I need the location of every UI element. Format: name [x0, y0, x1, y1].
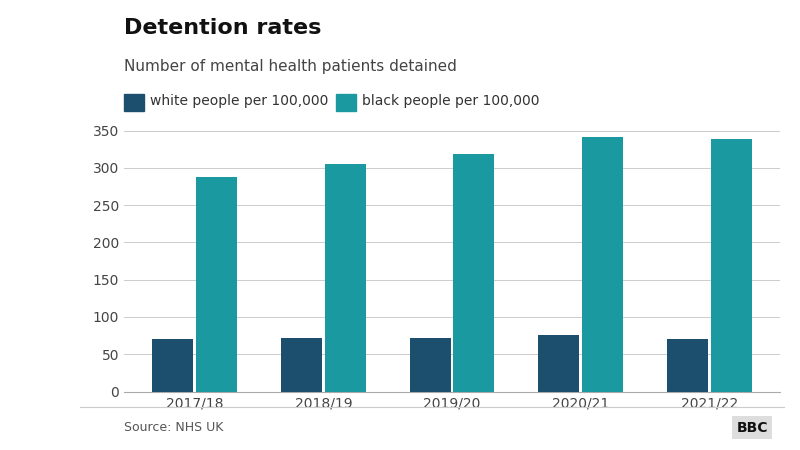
- Bar: [325, 164, 366, 392]
- Text: Number of mental health patients detained: Number of mental health patients detaine…: [124, 58, 457, 73]
- Bar: [710, 140, 752, 392]
- Bar: [454, 154, 494, 392]
- Bar: [281, 338, 322, 392]
- Text: BBC: BBC: [737, 420, 768, 435]
- Bar: [538, 335, 579, 392]
- Text: black people per 100,000: black people per 100,000: [362, 94, 539, 108]
- Bar: [410, 338, 450, 392]
- Bar: [152, 339, 194, 392]
- Bar: [582, 137, 623, 392]
- Text: Detention rates: Detention rates: [124, 18, 322, 38]
- Bar: [196, 177, 237, 392]
- Bar: [667, 338, 708, 392]
- Text: white people per 100,000: white people per 100,000: [150, 94, 328, 108]
- Text: Source: NHS UK: Source: NHS UK: [124, 421, 223, 434]
